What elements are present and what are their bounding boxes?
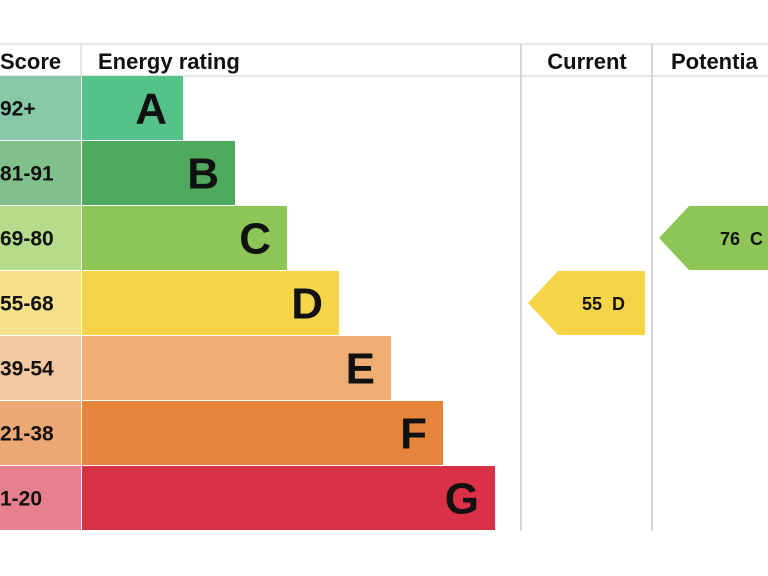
score-cell-b <box>0 141 81 205</box>
band-letter-b: B <box>187 150 219 199</box>
band-letter-c: C <box>239 215 271 264</box>
score-range-e: 39-54 <box>0 358 54 381</box>
band-letter-e: E <box>346 345 375 394</box>
score-cell-e <box>0 336 81 400</box>
band-bar-d <box>82 271 339 335</box>
score-header: Score <box>0 49 61 74</box>
score-cell-a <box>0 76 81 140</box>
band-bar-g <box>82 466 495 530</box>
score-cell-c <box>0 206 81 270</box>
potential-header: Potentia <box>671 49 759 74</box>
band-letter-g: G <box>445 475 479 524</box>
current-rating-label: 55 D <box>582 294 625 314</box>
band-letter-f: F <box>400 410 427 459</box>
score-cell-f <box>0 401 81 465</box>
band-bar-e <box>82 336 391 400</box>
score-cell-d <box>0 271 81 335</box>
score-range-g: 1-20 <box>0 488 42 511</box>
current-header: Current <box>547 49 627 74</box>
score-range-f: 21-38 <box>0 423 54 446</box>
score-range-c: 69-80 <box>0 228 54 251</box>
band-bar-a <box>82 76 183 140</box>
band-letter-d: D <box>291 280 323 329</box>
band-bar-f <box>82 401 443 465</box>
potential-rating-arrow <box>659 206 768 270</box>
score-range-d: 55-68 <box>0 293 54 316</box>
score-cell-g <box>0 466 81 530</box>
current-rating-arrow <box>528 271 645 335</box>
rating-header: Energy rating <box>98 49 240 74</box>
potential-rating-label: 76 C <box>720 229 763 249</box>
score-range-a: 92+ <box>0 98 36 121</box>
score-range-b: 81-91 <box>0 163 54 186</box>
band-bar-c <box>82 206 287 270</box>
band-letter-a: A <box>135 85 167 134</box>
band-bar-b <box>82 141 235 205</box>
